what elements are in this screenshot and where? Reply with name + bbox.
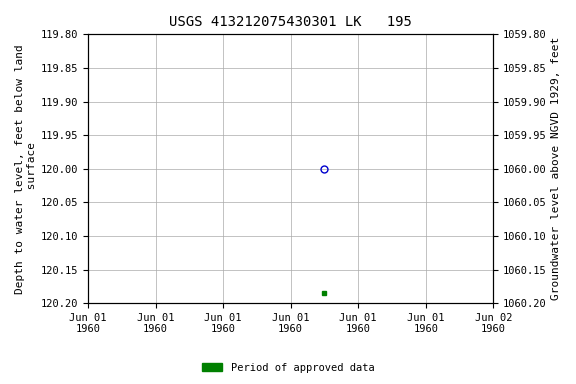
Legend: Period of approved data: Period of approved data (198, 359, 378, 377)
Y-axis label: Depth to water level, feet below land
 surface: Depth to water level, feet below land su… (15, 44, 37, 294)
Title: USGS 413212075430301 LK   195: USGS 413212075430301 LK 195 (169, 15, 412, 29)
Y-axis label: Groundwater level above NGVD 1929, feet: Groundwater level above NGVD 1929, feet (551, 37, 561, 300)
